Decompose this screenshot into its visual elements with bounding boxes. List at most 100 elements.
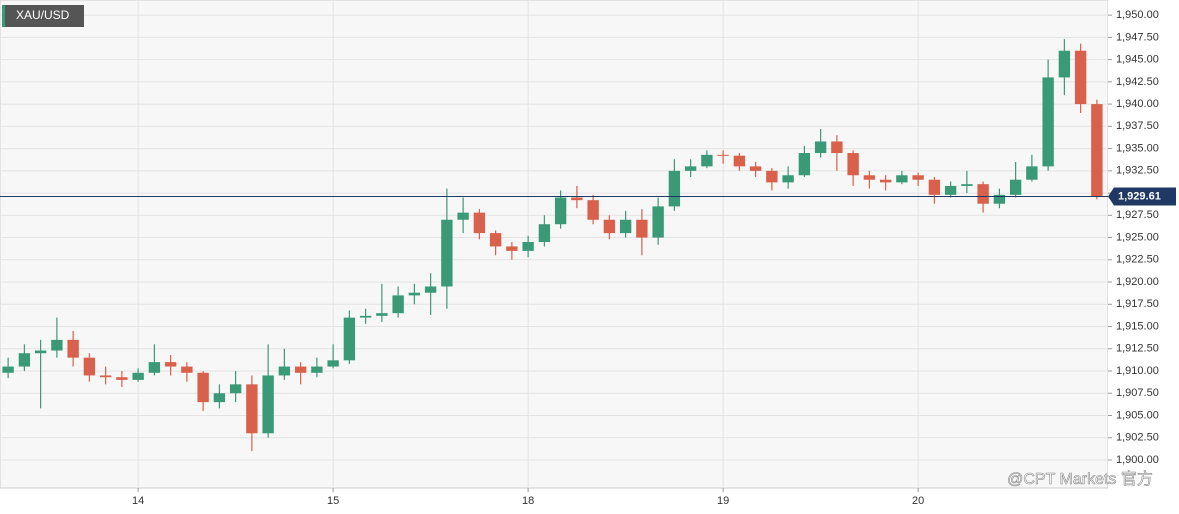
candle-body [798,153,811,176]
candle-body [34,350,47,354]
candle-body [457,212,469,220]
candle-body [701,154,713,167]
y-tick-label: 1,907.50 [1116,387,1159,399]
candle-body [164,362,177,367]
candle-body [213,393,226,403]
y-tick-label: 1,912.50 [1116,343,1159,355]
candle-body [473,212,486,234]
candle-body [83,357,96,376]
candle-body [311,366,323,373]
candle-body [847,153,859,176]
candle-body [1091,104,1103,197]
watermark: @CPT Markets 官方 [1007,470,1153,488]
y-tick-label: 1,927.50 [1116,209,1159,221]
candle-body [1026,166,1038,180]
chart-title: XAU/USD [16,8,70,22]
candle-body [148,362,161,373]
candle-body [506,246,518,251]
candle-body [863,175,876,180]
candle-body [116,377,128,380]
candle-body [993,194,1006,204]
candle-body [944,185,957,195]
candle-body [782,175,794,183]
y-tick-label: 1,950.00 [1116,9,1159,21]
candle-body [831,141,843,154]
candle-body [652,206,664,238]
candle-body [132,372,144,380]
candle-body [1009,179,1022,195]
y-tick-label: 1,942.50 [1116,76,1159,88]
title-badge [2,5,84,27]
candle-body [359,315,372,318]
candle-body [636,219,648,238]
y-tick-label: 1,932.50 [1116,165,1159,177]
title-accent [2,5,5,27]
candle-body [1074,50,1087,105]
x-tick-label: 19 [717,495,729,507]
candle-body [749,166,762,171]
x-tick-label: 15 [327,495,339,507]
candle-body [67,339,79,358]
candle-body [766,170,778,183]
candle-body [912,175,924,180]
x-tick-label: 14 [132,495,144,507]
candle-body [262,375,274,434]
y-tick-label: 1,940.00 [1116,98,1159,110]
y-tick-label: 1,917.50 [1116,298,1159,310]
candle-body [554,197,567,225]
candle-body [278,366,291,376]
candle-body [814,141,827,154]
candle-body [603,219,616,234]
y-tick-label: 1,925.00 [1116,231,1159,243]
candle-body [522,241,534,251]
price-label-box [1108,187,1176,206]
candle-body [294,366,307,373]
y-tick-label: 1,920.00 [1116,276,1159,288]
candle-body [928,179,941,195]
candle-body [376,313,388,316]
y-tick-label: 1,900.00 [1116,454,1159,466]
candle-body [181,366,193,373]
candle-body [538,224,551,242]
candle-body [571,197,583,201]
candle-body [684,166,697,171]
candle-body [733,155,746,167]
candle-body [197,372,209,403]
candle-body [327,360,339,367]
candle-body [18,353,31,367]
plot-area [0,0,1109,489]
candle-body [489,233,502,247]
candle-body [1058,50,1071,78]
y-tick-label: 1,947.50 [1116,31,1159,43]
y-tick-label: 1,945.00 [1116,54,1159,66]
y-tick-label: 1,937.50 [1116,120,1159,132]
candle-body [343,317,356,361]
candle-body [229,384,242,394]
y-axis-area [1108,0,1179,514]
candle-body [668,170,681,207]
candle-body [717,154,729,156]
candle-body [2,366,14,373]
price-label: 1,929.61 [1118,190,1161,202]
candle-body [51,339,63,351]
y-tick-label: 1,905.00 [1116,409,1159,421]
candle-body [896,175,908,183]
x-tick-label: 20 [912,495,924,507]
candle-body [246,384,258,434]
candle-body [408,292,421,296]
candle-body [961,184,973,186]
y-tick-label: 1,902.50 [1116,432,1159,444]
candle-body [619,219,632,234]
candle-body [392,295,404,314]
candle-body [879,179,892,183]
candle-body [977,184,989,204]
y-tick-label: 1,922.50 [1116,254,1159,266]
candle-body [587,200,599,220]
candle-body [424,286,437,293]
y-tick-label: 1,935.00 [1116,142,1159,154]
candle-body [1042,77,1054,167]
candle-body [441,219,453,287]
y-tick-label: 1,915.00 [1116,320,1159,332]
candle-body [99,375,112,378]
